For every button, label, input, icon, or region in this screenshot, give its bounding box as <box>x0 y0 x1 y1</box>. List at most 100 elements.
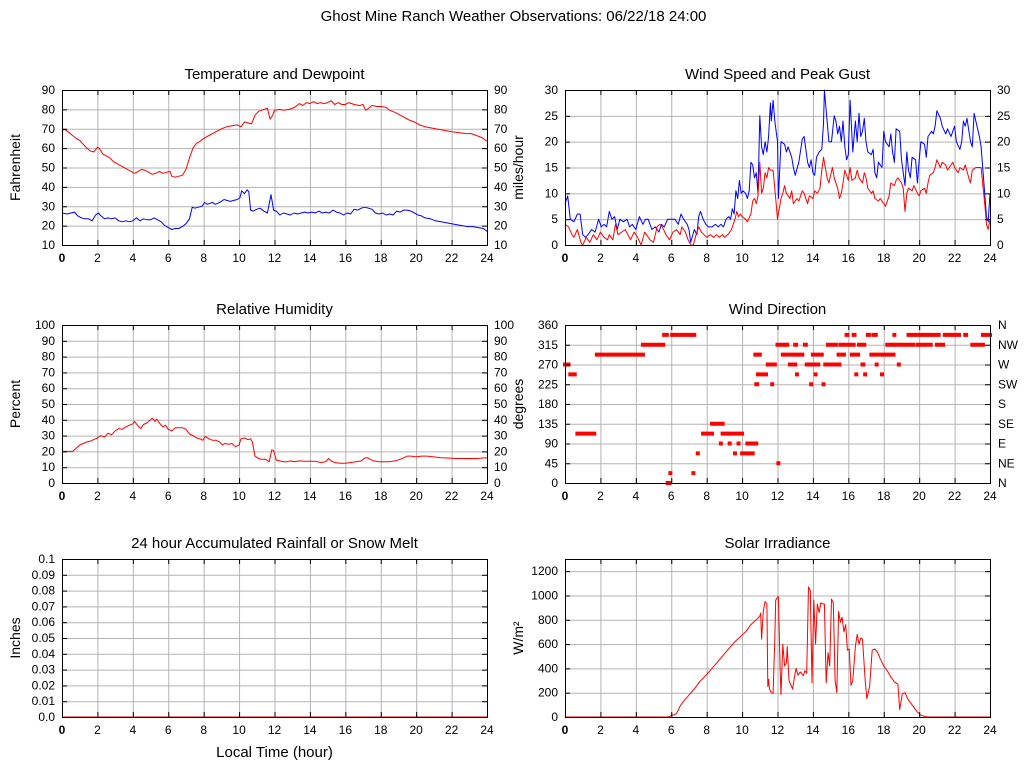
wind-direction-mark <box>701 431 714 436</box>
y-tick-label: 15 <box>545 161 559 175</box>
y-tick-label: 0.1 <box>38 552 55 566</box>
y-tick-label-right: 40 <box>494 413 508 427</box>
x-tick-label: 4 <box>632 251 639 265</box>
x-tick-label: 8 <box>200 489 207 503</box>
wind-direction-mark <box>963 332 969 337</box>
y-tick-label: 1200 <box>531 564 558 578</box>
tick-marks <box>565 325 991 484</box>
series-temperature <box>62 100 488 178</box>
x-tick-label: 22 <box>445 723 459 737</box>
y-tick-label: 10 <box>42 460 56 474</box>
x-tick-label: 20 <box>912 251 926 265</box>
wind-direction-mark <box>775 342 783 347</box>
series-humidity <box>62 417 488 464</box>
wind-direction-mark <box>865 332 872 337</box>
y-tick-label: 0.0 <box>38 710 55 724</box>
y-tick-label: 30 <box>545 83 559 97</box>
wind-direction-mark <box>874 362 879 367</box>
wind-direction-mark <box>792 362 798 367</box>
x-tick-label: 0 <box>59 251 66 265</box>
y-axis-label: miles/hour <box>510 135 526 200</box>
wind-direction-mark <box>860 362 866 367</box>
wind-direction-mark <box>640 342 666 347</box>
wind-direction-mark <box>970 342 985 347</box>
wind-direction-mark <box>869 352 885 357</box>
wind-direction-mark <box>727 441 732 446</box>
y-tick-label: 0.07 <box>32 599 56 613</box>
x-tick-label: 4 <box>129 251 136 265</box>
y-tick-label-right: 20 <box>997 135 1011 149</box>
x-tick-label: 24 <box>480 489 494 503</box>
chart-title: 24 hour Accumulated Rainfall or Snow Mel… <box>131 535 419 552</box>
wind-direction-mark <box>854 372 859 377</box>
y-axis-label: Fahrenheit <box>7 134 23 201</box>
x-tick-label: 2 <box>94 251 101 265</box>
x-tick-label: 16 <box>339 489 353 503</box>
x-tick-label: 22 <box>445 489 459 503</box>
y-tick-label: 0.09 <box>32 568 56 582</box>
wind-direction-mark <box>776 461 781 466</box>
y-tick-label: 0.08 <box>32 584 56 598</box>
wind-direction-mark <box>885 342 895 347</box>
x-tick-label: 12 <box>268 251 282 265</box>
x-tick-label: 12 <box>771 489 785 503</box>
x-tick-label: 24 <box>480 723 494 737</box>
x-tick-label: 10 <box>232 723 246 737</box>
compass-label: S <box>998 397 1006 411</box>
compass-label: SW <box>998 377 1018 391</box>
x-tick-label: 14 <box>806 723 820 737</box>
x-tick-label: 18 <box>374 723 388 737</box>
y-tick-label-right: 30 <box>494 199 508 213</box>
y-tick-label: 10 <box>42 238 56 252</box>
series-peak-gust <box>564 89 991 243</box>
y-tick-label: 20 <box>545 135 559 149</box>
y-tick-label: 0.04 <box>32 647 56 661</box>
y-tick-label-right: 70 <box>494 122 508 136</box>
y-tick-label-right: 80 <box>494 102 508 116</box>
wind-direction-mark <box>745 451 755 456</box>
y-tick-label-right: 20 <box>494 219 508 233</box>
y-tick-label: 90 <box>42 83 56 97</box>
gridlines <box>62 90 487 245</box>
x-tick-label: 2 <box>94 489 101 503</box>
wind-direction-mark <box>568 372 577 377</box>
y-tick-label-right: 50 <box>494 161 508 175</box>
wind-direction-mark <box>793 342 799 347</box>
x-tick-label: 20 <box>912 723 926 737</box>
wind-direction-mark <box>662 332 669 337</box>
wind-direction-mark <box>832 342 838 347</box>
y-tick-label: 90 <box>42 334 56 348</box>
wind-direction-mark <box>726 431 745 436</box>
chart-solar-irradiance: 0 2 4 6 8 10 12 14 16 18 20 22 240200400600800100012… <box>510 535 997 737</box>
compass-label: E <box>998 437 1006 451</box>
wind-direction-mark <box>918 342 933 347</box>
compass-label: N <box>998 476 1007 490</box>
wind-direction-mark <box>733 451 737 456</box>
x-tick-label: 10 <box>735 489 749 503</box>
x-tick-label: 4 <box>129 489 136 503</box>
x-tick-label: 0 <box>562 251 569 265</box>
y-tick-label-right: 60 <box>494 381 508 395</box>
chart-title: Temperature and Dewpoint <box>184 66 365 83</box>
series-wind-speed <box>564 156 991 246</box>
x-tick-label: 6 <box>668 251 675 265</box>
gridlines <box>62 325 487 483</box>
wind-direction-mark <box>836 352 846 357</box>
compass-label: NW <box>998 338 1019 352</box>
wind-direction-mark <box>720 431 730 436</box>
y-tick-label-right: 30 <box>494 429 508 443</box>
chart-wind-direction: 0 2 4 6 8 10 12 14 16 18 20 22 240459013518022527031… <box>510 301 1019 503</box>
x-tick-label: 12 <box>771 723 785 737</box>
x-tick-label: 10 <box>735 251 749 265</box>
x-tick-label: 16 <box>842 489 856 503</box>
tick-marks <box>62 90 488 246</box>
x-tick-label: 14 <box>303 251 317 265</box>
compass-label: W <box>998 358 1010 372</box>
x-tick-label: 24 <box>480 251 494 265</box>
y-tick-label-right: 15 <box>997 161 1011 175</box>
wind-direction-mark <box>896 362 901 367</box>
y-tick-label: 60 <box>42 381 56 395</box>
x-tick-label: 18 <box>374 489 388 503</box>
wind-direction-mark <box>804 362 821 367</box>
x-tick-label: 2 <box>94 723 101 737</box>
